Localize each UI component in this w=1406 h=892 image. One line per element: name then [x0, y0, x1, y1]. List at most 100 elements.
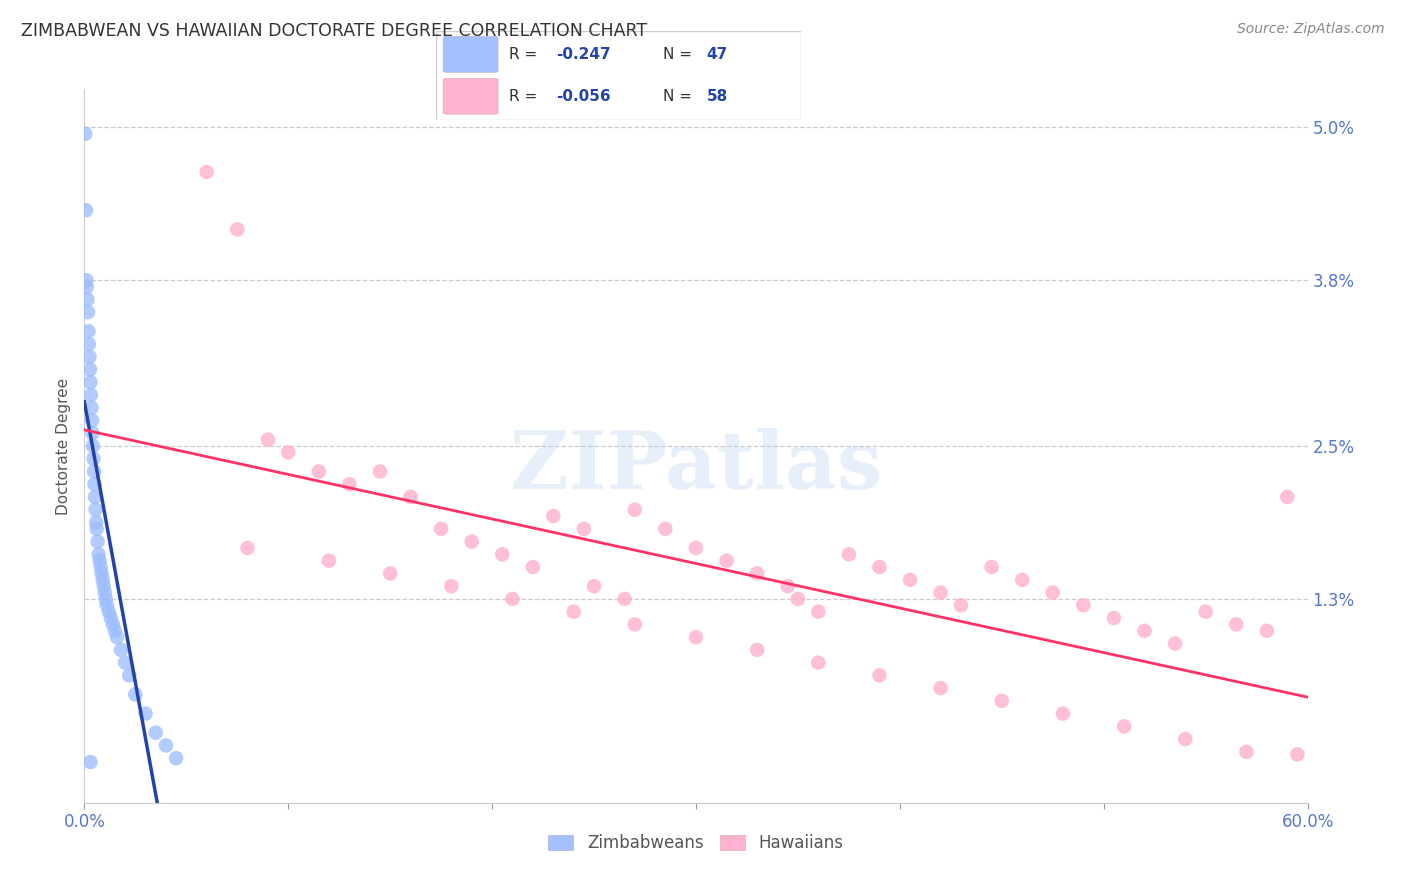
Y-axis label: Doctorate Degree: Doctorate Degree [56, 377, 72, 515]
Point [1174, 732, 1197, 747]
Point [747, 643, 769, 657]
Point [572, 522, 595, 536]
Point [79, 755, 101, 769]
Point [368, 465, 391, 479]
Point [1073, 599, 1095, 613]
Point [84, 502, 107, 516]
Point [114, 656, 136, 670]
Point [104, 624, 127, 638]
Point [90, 560, 112, 574]
Point [654, 522, 676, 536]
Point [82, 426, 104, 441]
Point [93, 585, 115, 599]
Point [1042, 585, 1064, 599]
Point [145, 725, 167, 739]
Point [522, 560, 544, 574]
Point [1277, 490, 1299, 504]
Point [77, 305, 100, 319]
Point [807, 656, 830, 670]
Point [77, 337, 100, 351]
Point [84, 516, 107, 530]
Point [776, 579, 799, 593]
Point [124, 688, 146, 702]
Point [226, 222, 249, 236]
Point [838, 547, 860, 561]
Point [79, 350, 101, 364]
Point [491, 547, 513, 561]
Point [1114, 719, 1136, 733]
Point [1102, 611, 1125, 625]
Point [613, 591, 636, 606]
Text: ZIPatlas: ZIPatlas [510, 428, 882, 507]
Point [83, 465, 105, 479]
Point [430, 522, 453, 536]
Point [75, 273, 97, 287]
Point [543, 509, 565, 524]
Text: 58: 58 [706, 89, 728, 103]
Point [869, 560, 891, 574]
Point [1256, 624, 1278, 638]
Point [87, 547, 110, 561]
Point [624, 617, 647, 632]
Point [502, 591, 524, 606]
Point [318, 554, 340, 568]
FancyBboxPatch shape [443, 78, 498, 114]
Point [75, 127, 97, 141]
Point [991, 694, 1014, 708]
Point [75, 203, 97, 218]
Point [195, 165, 218, 179]
Point [76, 279, 98, 293]
Point [79, 362, 101, 376]
Point [380, 566, 402, 581]
Point [86, 534, 108, 549]
Point [807, 605, 830, 619]
Text: Source: ZipAtlas.com: Source: ZipAtlas.com [1237, 22, 1385, 37]
Point [100, 611, 122, 625]
Point [1133, 624, 1156, 638]
Point [583, 579, 606, 593]
Point [76, 293, 98, 307]
Point [84, 490, 107, 504]
Text: R =: R = [509, 47, 543, 62]
Text: -0.247: -0.247 [557, 47, 612, 62]
Point [685, 630, 707, 644]
Point [90, 566, 112, 581]
Point [898, 573, 921, 587]
Text: N =: N = [662, 47, 696, 62]
Point [685, 541, 707, 555]
Point [716, 554, 738, 568]
Point [1011, 573, 1033, 587]
Point [461, 534, 484, 549]
Point [747, 566, 769, 581]
Point [96, 599, 118, 613]
Point [94, 591, 117, 606]
Point [562, 605, 585, 619]
Text: -0.056: -0.056 [557, 89, 612, 103]
Point [110, 643, 132, 657]
Point [83, 451, 105, 466]
Text: ZIMBABWEAN VS HAWAIIAN DOCTORATE DEGREE CORRELATION CHART: ZIMBABWEAN VS HAWAIIAN DOCTORATE DEGREE … [21, 22, 647, 40]
Point [440, 579, 463, 593]
Point [97, 605, 120, 619]
Point [1164, 636, 1187, 650]
Point [339, 477, 361, 491]
Point [929, 585, 952, 599]
Point [257, 433, 280, 447]
Point [101, 617, 124, 632]
Point [950, 599, 973, 613]
Point [80, 388, 103, 402]
Point [308, 465, 330, 479]
Point [1286, 747, 1309, 762]
Point [277, 445, 299, 459]
Point [869, 668, 891, 682]
Point [105, 630, 128, 644]
Point [93, 579, 115, 593]
FancyBboxPatch shape [443, 37, 498, 72]
Point [1236, 745, 1258, 759]
Point [980, 560, 1002, 574]
Point [135, 706, 157, 721]
Point [80, 401, 103, 415]
Point [929, 681, 952, 695]
Point [79, 376, 101, 390]
Text: 47: 47 [706, 47, 728, 62]
